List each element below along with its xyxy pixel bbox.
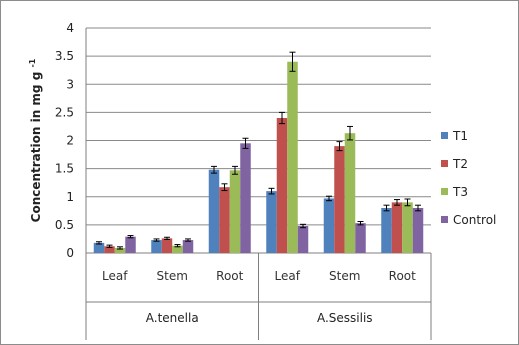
bar-t3 xyxy=(402,202,413,253)
x-group-label: A.tenella xyxy=(146,311,199,325)
x-group-label: A.Sessilis xyxy=(317,311,373,325)
y-tick-label: 0.5 xyxy=(55,218,74,232)
x-category-label: Root xyxy=(216,269,243,283)
bar-t2 xyxy=(104,246,115,253)
bar-t3 xyxy=(344,133,356,253)
x-category-label: Stem xyxy=(329,269,360,283)
bar-t2 xyxy=(276,118,288,253)
y-axis-label: Concentration in mg g -1 xyxy=(28,58,43,222)
bar-t1 xyxy=(323,198,335,253)
bar-t1 xyxy=(266,191,277,253)
bar-t1 xyxy=(381,208,392,253)
x-category-label: Stem xyxy=(157,269,188,283)
y-axis-label-text: Concentration in mg g xyxy=(29,68,43,223)
x-category-label: Leaf xyxy=(102,269,128,283)
y-tick-label: 4 xyxy=(66,21,74,35)
x-category-label: Leaf xyxy=(275,269,301,283)
legend-label-t3: T3 xyxy=(452,185,468,199)
legend-label-t1: T1 xyxy=(452,129,468,143)
y-tick-label: 3 xyxy=(66,77,74,91)
legend-label-control: Control xyxy=(453,213,496,227)
y-tick-label: 0 xyxy=(66,246,74,260)
y-tick-label: 3.5 xyxy=(55,49,74,63)
bar-control xyxy=(412,208,424,253)
bar-t3 xyxy=(114,247,126,253)
bar-t3 xyxy=(229,170,241,253)
bar-t2 xyxy=(391,202,403,253)
y-tick-label: 2.5 xyxy=(55,105,74,119)
legend-swatch-t1 xyxy=(441,132,448,139)
bar-t2 xyxy=(219,187,230,253)
bar-control xyxy=(355,223,366,253)
legend-swatch-control xyxy=(441,216,448,223)
bar-control xyxy=(182,240,194,253)
legend-label-t2: T2 xyxy=(452,157,468,171)
y-axis-label-superscript: -1 xyxy=(28,58,37,67)
bar-t3 xyxy=(287,61,298,253)
bar-t1 xyxy=(208,169,220,253)
bar-t2 xyxy=(161,238,173,253)
bar-t2 xyxy=(334,146,345,253)
legend-swatch-t3 xyxy=(441,188,448,195)
legend-swatch-t2 xyxy=(441,160,448,167)
bar-control xyxy=(125,236,136,253)
bar-control xyxy=(297,226,309,253)
y-tick-label: 1.5 xyxy=(55,162,74,176)
x-category-label: Root xyxy=(389,269,416,283)
bar-t1 xyxy=(93,242,105,253)
bar-t3 xyxy=(172,245,183,253)
bar-t1 xyxy=(151,240,162,253)
bar-control xyxy=(240,143,251,253)
y-tick-label: 1 xyxy=(66,190,74,204)
y-tick-label: 2 xyxy=(66,134,74,148)
